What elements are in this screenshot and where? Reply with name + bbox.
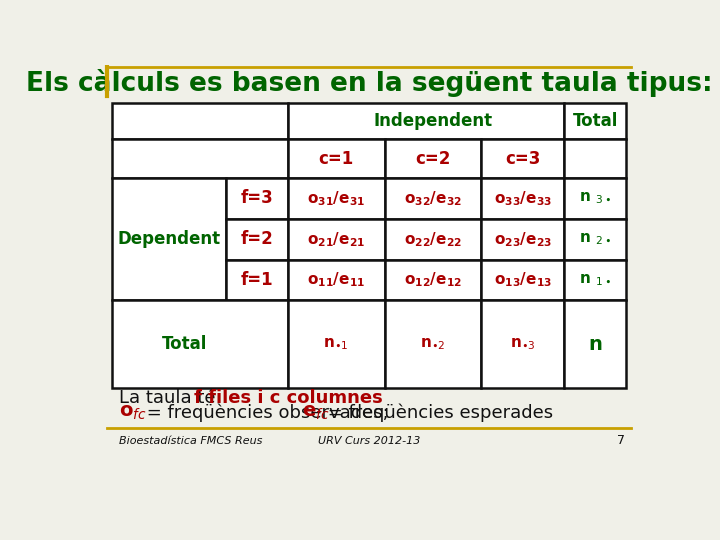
Bar <box>112 103 287 139</box>
Bar <box>225 260 287 300</box>
Bar <box>112 178 225 300</box>
Text: o$_{\mathbf{33}}$/e$_{\mathbf{33}}$: o$_{\mathbf{33}}$/e$_{\mathbf{33}}$ <box>494 189 552 208</box>
Text: Total: Total <box>161 335 207 353</box>
Bar <box>564 178 626 219</box>
Text: n: n <box>588 335 602 354</box>
Bar <box>112 300 287 388</box>
Text: c=1: c=1 <box>318 150 354 168</box>
Text: o$_{\mathbf{11}}$/e$_{\mathbf{11}}$: o$_{\mathbf{11}}$/e$_{\mathbf{11}}$ <box>307 271 365 289</box>
Bar <box>564 103 626 139</box>
Bar <box>384 178 482 219</box>
Bar <box>564 139 626 178</box>
Text: n$_{\bullet 2}$: n$_{\bullet 2}$ <box>420 336 446 352</box>
Text: Total: Total <box>572 112 618 130</box>
Text: o$_{\mathbf{31}}$/e$_{\mathbf{31}}$: o$_{\mathbf{31}}$/e$_{\mathbf{31}}$ <box>307 189 365 208</box>
Text: f files i c columnes: f files i c columnes <box>194 389 382 407</box>
Text: o$_{\mathbf{13}}$/e$_{\mathbf{13}}$: o$_{\mathbf{13}}$/e$_{\mathbf{13}}$ <box>494 271 552 289</box>
Text: f=3: f=3 <box>240 190 273 207</box>
Bar <box>287 103 564 139</box>
Text: o$_{\mathbf{23}}$/e$_{\mathbf{23}}$: o$_{\mathbf{23}}$/e$_{\mathbf{23}}$ <box>494 230 552 248</box>
Bar <box>112 139 287 178</box>
Text: 7: 7 <box>617 434 625 447</box>
Bar <box>287 219 384 260</box>
Bar <box>384 139 482 178</box>
Bar <box>564 300 626 388</box>
Bar <box>482 260 564 300</box>
Text: = freqüències observades;: = freqüències observades; <box>141 403 395 422</box>
Bar <box>564 260 626 300</box>
Bar <box>287 300 384 388</box>
Text: e$_{fc}$: e$_{fc}$ <box>302 403 330 422</box>
Bar <box>564 219 626 260</box>
Text: o$_{\mathbf{22}}$/e$_{\mathbf{22}}$: o$_{\mathbf{22}}$/e$_{\mathbf{22}}$ <box>404 230 462 248</box>
Text: = freqüències esperades: = freqüències esperades <box>323 403 554 422</box>
Text: n $_{3\bullet}$: n $_{3\bullet}$ <box>580 191 611 206</box>
Text: Dependent: Dependent <box>117 230 220 248</box>
Text: f=1: f=1 <box>240 271 273 289</box>
Text: Independent: Independent <box>374 112 492 130</box>
Text: o$_{fc}$: o$_{fc}$ <box>120 403 147 422</box>
Text: n$_{\bullet 3}$: n$_{\bullet 3}$ <box>510 336 536 352</box>
Text: URV Curs 2012-13: URV Curs 2012-13 <box>318 436 420 446</box>
Bar <box>287 178 384 219</box>
Text: f=2: f=2 <box>240 230 273 248</box>
Text: Els càlculs es basen en la següent taula tipus:: Els càlculs es basen en la següent taula… <box>26 69 712 97</box>
Text: c=3: c=3 <box>505 150 541 168</box>
Bar <box>225 219 287 260</box>
Text: o$_{\mathbf{21}}$/e$_{\mathbf{21}}$: o$_{\mathbf{21}}$/e$_{\mathbf{21}}$ <box>307 230 365 248</box>
Bar <box>482 300 564 388</box>
Text: n $_{2\bullet}$: n $_{2\bullet}$ <box>580 231 611 247</box>
Bar <box>482 219 564 260</box>
Bar <box>384 219 482 260</box>
Bar <box>384 260 482 300</box>
Bar <box>287 139 384 178</box>
Text: n $_{1\bullet}$: n $_{1\bullet}$ <box>580 272 611 288</box>
Text: o$_{\mathbf{32}}$/e$_{\mathbf{32}}$: o$_{\mathbf{32}}$/e$_{\mathbf{32}}$ <box>404 189 462 208</box>
Text: o$_{\mathbf{12}}$/e$_{\mathbf{12}}$: o$_{\mathbf{12}}$/e$_{\mathbf{12}}$ <box>404 271 462 289</box>
Text: Bioestadística FMCS Reus: Bioestadística FMCS Reus <box>120 436 263 446</box>
Bar <box>225 178 287 219</box>
Bar <box>384 300 482 388</box>
Bar <box>482 139 564 178</box>
Text: n$_{\bullet 1}$: n$_{\bullet 1}$ <box>323 336 348 352</box>
Bar <box>482 178 564 219</box>
Text: La taula té: La taula té <box>120 389 222 407</box>
Text: c=2: c=2 <box>415 150 451 168</box>
Bar <box>287 260 384 300</box>
